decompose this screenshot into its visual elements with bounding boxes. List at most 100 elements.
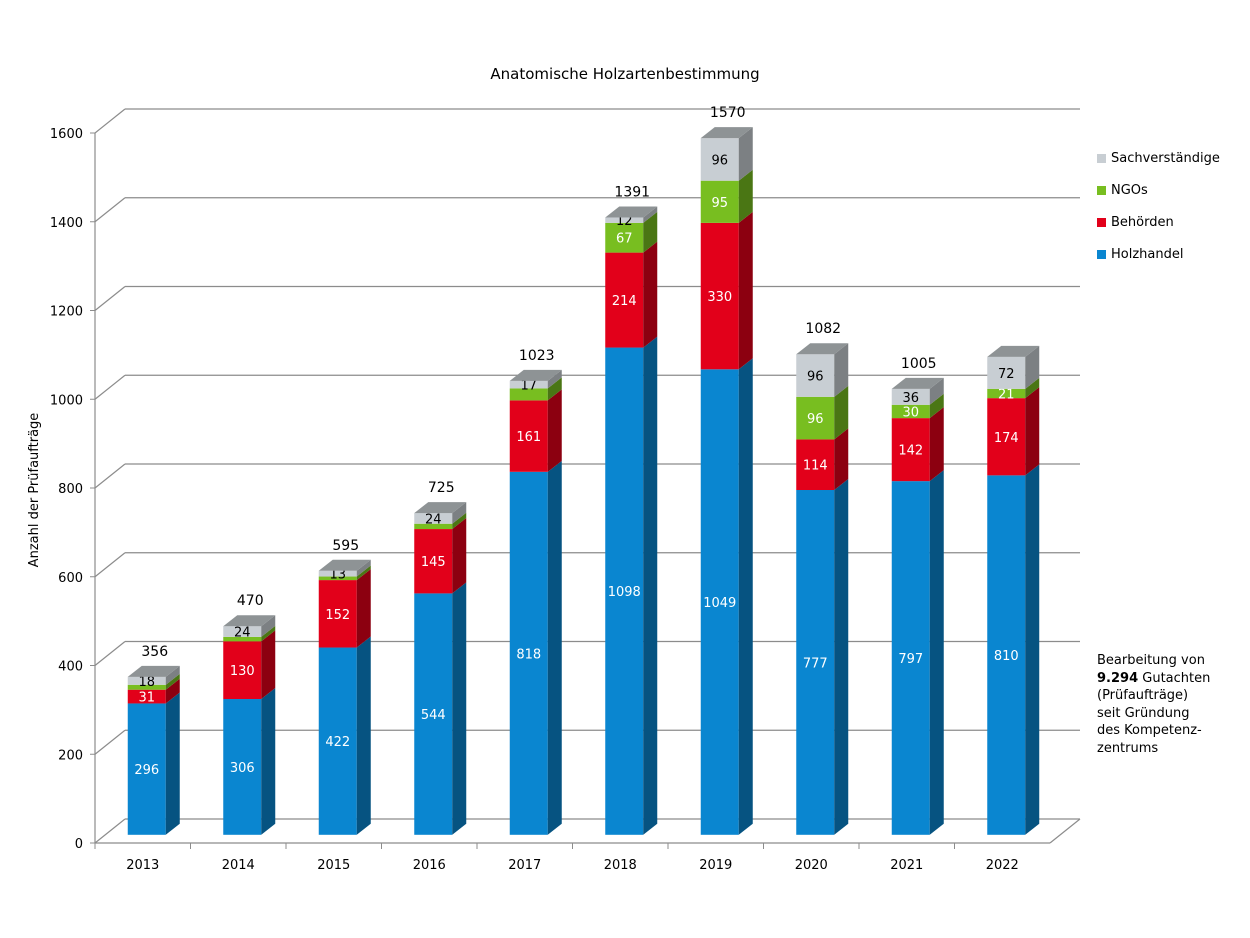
bar-top	[605, 206, 658, 218]
bar-side-holzhandel	[738, 358, 753, 835]
data-label: 96	[711, 153, 728, 168]
bar-top	[700, 127, 753, 139]
bar-segment-sachverständige	[700, 138, 739, 181]
bar-side-holzhandel	[1025, 464, 1040, 835]
bar-segment-behörden	[127, 689, 166, 704]
gridline-diagonal	[94, 108, 126, 134]
bar-segment-behörden	[987, 398, 1026, 476]
axes: 0 200 400 600 800 1000 1200 1400 1600 2013 2014 201…	[50, 127, 1050, 873]
total-label: 1570	[710, 105, 746, 121]
data-label: 96	[807, 412, 824, 427]
gridline-diagonal	[94, 552, 126, 578]
bar-segment-holzhandel	[318, 647, 357, 835]
bar-side-holzhandel	[547, 460, 562, 835]
bar-side-ngos	[165, 673, 180, 690]
note-line: seit Gründung	[1097, 705, 1190, 721]
x-tick-label: 2017	[508, 858, 541, 873]
bar-top	[127, 665, 180, 677]
data-label: 96	[807, 370, 824, 385]
total-label: 1023	[519, 348, 555, 364]
bar-segment-holzhandel	[223, 699, 262, 835]
chart-title: Anatomische Holzartenbestimmung	[490, 65, 759, 83]
note-line: des Kompetenz-	[1097, 723, 1202, 738]
legend-swatch	[1097, 217, 1106, 227]
y-tick-label: 600	[58, 571, 83, 586]
y-tick-label: 0	[75, 837, 83, 852]
bar-segment-sachverständige	[223, 626, 262, 637]
bar-segment-ngos	[605, 222, 644, 253]
y-tick-label: 1200	[50, 305, 83, 320]
bar-top	[987, 345, 1040, 357]
bar-stack-2022: 810 174 21 72	[987, 345, 1040, 835]
total-label: 1391	[614, 185, 650, 201]
legend-label: Sachverständige	[1111, 150, 1220, 166]
bar-segment-behörden	[796, 439, 835, 491]
x-tick-label: 2016	[413, 858, 446, 873]
bar-segment-sachverständige	[891, 388, 930, 405]
x-tick-label: 2014	[222, 858, 255, 873]
x-tick-label: 2021	[890, 858, 923, 873]
bar-side-behörden	[547, 389, 562, 472]
legend-item-ngos: NGOs	[1097, 174, 1220, 206]
bar-top	[223, 615, 276, 627]
bar-top	[891, 377, 944, 389]
bar-top	[796, 343, 849, 355]
bar-segment-sachverständige	[318, 570, 357, 577]
data-label: 330	[707, 290, 732, 305]
y-tick-label: 800	[58, 482, 83, 497]
y-tick-label: 400	[58, 660, 83, 675]
gridline-diagonal	[94, 729, 126, 755]
bar-side-ngos	[356, 565, 371, 581]
data-label: 152	[325, 608, 350, 623]
legend-swatch	[1097, 249, 1106, 259]
bar-side-sachverständige	[547, 369, 562, 389]
y-tick-label: 1600	[50, 127, 83, 142]
note-line: 9.294 Gutachten	[1097, 670, 1247, 688]
bar-side-sachverständige	[834, 343, 849, 397]
bar-segment-holzhandel	[127, 703, 166, 835]
data-label: 21	[998, 387, 1015, 402]
bar-side-sachverständige	[1025, 345, 1040, 389]
bar-side-sachverständige	[929, 377, 944, 405]
legend-label: Holzhandel	[1111, 246, 1184, 262]
bar-segment-behörden	[891, 418, 930, 482]
y-tick-label: 1400	[50, 216, 83, 231]
total-label: 356	[141, 644, 168, 660]
bar-stack-2020: 777 114 96 96 1082	[796, 321, 849, 835]
total-label: 595	[332, 538, 359, 554]
annotation-note: Bearbeitung von 9.294 Gutachten (Prüfauf…	[1097, 652, 1247, 757]
legend-item-sachverständige: Sachverständige	[1097, 142, 1220, 174]
bar-segment-sachverständige	[796, 354, 835, 397]
bar-side-holzhandel	[165, 692, 180, 835]
note-bold-count: 9.294	[1097, 670, 1139, 686]
bar-segment-sachverständige	[987, 356, 1026, 389]
data-label: 818	[516, 647, 541, 662]
bar-stack-2014: 306 130 24 470	[223, 593, 276, 835]
total-label: 725	[428, 480, 455, 496]
data-label: 17	[520, 379, 537, 394]
gridlines	[94, 108, 1081, 844]
x-tick-label: 2015	[317, 858, 350, 873]
bar-side-behörden	[261, 630, 276, 700]
bar-segment-behörden	[700, 222, 739, 370]
bar-side-ngos	[261, 625, 276, 642]
bar-segment-ngos	[414, 523, 453, 530]
bar-segment-behörden	[318, 580, 357, 648]
legend-item-behörden: Behörden	[1097, 206, 1220, 238]
bar-side-ngos	[452, 512, 467, 530]
bar-stack-2019: 1049 330 95 96 1570	[700, 105, 753, 835]
bar-stack-2018: 1098 214 67 12 1391	[605, 185, 658, 835]
bar-side-behörden	[165, 678, 180, 704]
data-label: 36	[902, 391, 919, 406]
data-label: 24	[425, 512, 442, 527]
gridline-diagonal	[94, 374, 126, 400]
data-label: 30	[902, 405, 919, 420]
bar-side-ngos	[547, 377, 562, 401]
legend-label: NGOs	[1111, 182, 1148, 198]
data-label: 810	[994, 649, 1019, 664]
bar-segment-ngos	[509, 388, 548, 401]
data-label: 422	[325, 735, 350, 750]
legend-label: Behörden	[1111, 214, 1174, 230]
bar-side-sachverständige	[261, 615, 276, 637]
